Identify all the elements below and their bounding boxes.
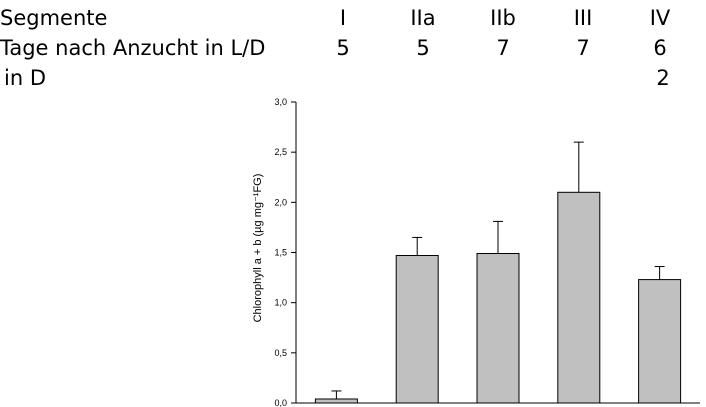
days-iii-value: 7 (576, 36, 590, 60)
segment-i-label: I (339, 6, 347, 30)
segment-iii-label: III (573, 6, 593, 30)
y-tick-label-6: 3,0 (274, 97, 287, 107)
row-label-segmente: Segmente (0, 6, 108, 30)
days-i-value: 5 (336, 36, 350, 60)
y-tick-label-1: 0,5 (274, 348, 287, 358)
row-label-tage: Tage nach Anzucht in L/D (0, 36, 266, 60)
bar-iia (395, 255, 439, 404)
segment-iia-label: IIa (410, 6, 436, 30)
plot-area: 0,0 0,5 1,0 1,5 2,0 2,5 3,0 (274, 97, 700, 407)
segment-iib-label: IIb (490, 6, 516, 30)
days-iia-value: 5 (416, 36, 430, 60)
bar-iv (638, 279, 682, 404)
bar-iii (557, 191, 601, 404)
y-tick-label-0: 0,0 (274, 398, 287, 407)
days-iib-value: 7 (496, 36, 510, 60)
days-iv-value: 6 (653, 36, 667, 60)
header-table: Segmente I IIa IIb III IV Tage nach Anzu… (0, 0, 706, 100)
y-tick-label-2: 1,0 (274, 298, 287, 308)
y-axis-label: Chlorophyll a + b (µg mg⁻¹FG) (252, 174, 264, 323)
segment-iv-label: IV (649, 6, 671, 30)
y-tick-label-3: 1,5 (274, 248, 287, 258)
row-label-in-d: in D (4, 66, 46, 90)
bar-iib (476, 253, 520, 404)
bar-i (314, 398, 358, 404)
y-tick-label-5: 2,5 (274, 147, 287, 157)
y-tick-label-4: 2,0 (274, 197, 287, 207)
dark-days-iv-value: 2 (656, 66, 670, 90)
